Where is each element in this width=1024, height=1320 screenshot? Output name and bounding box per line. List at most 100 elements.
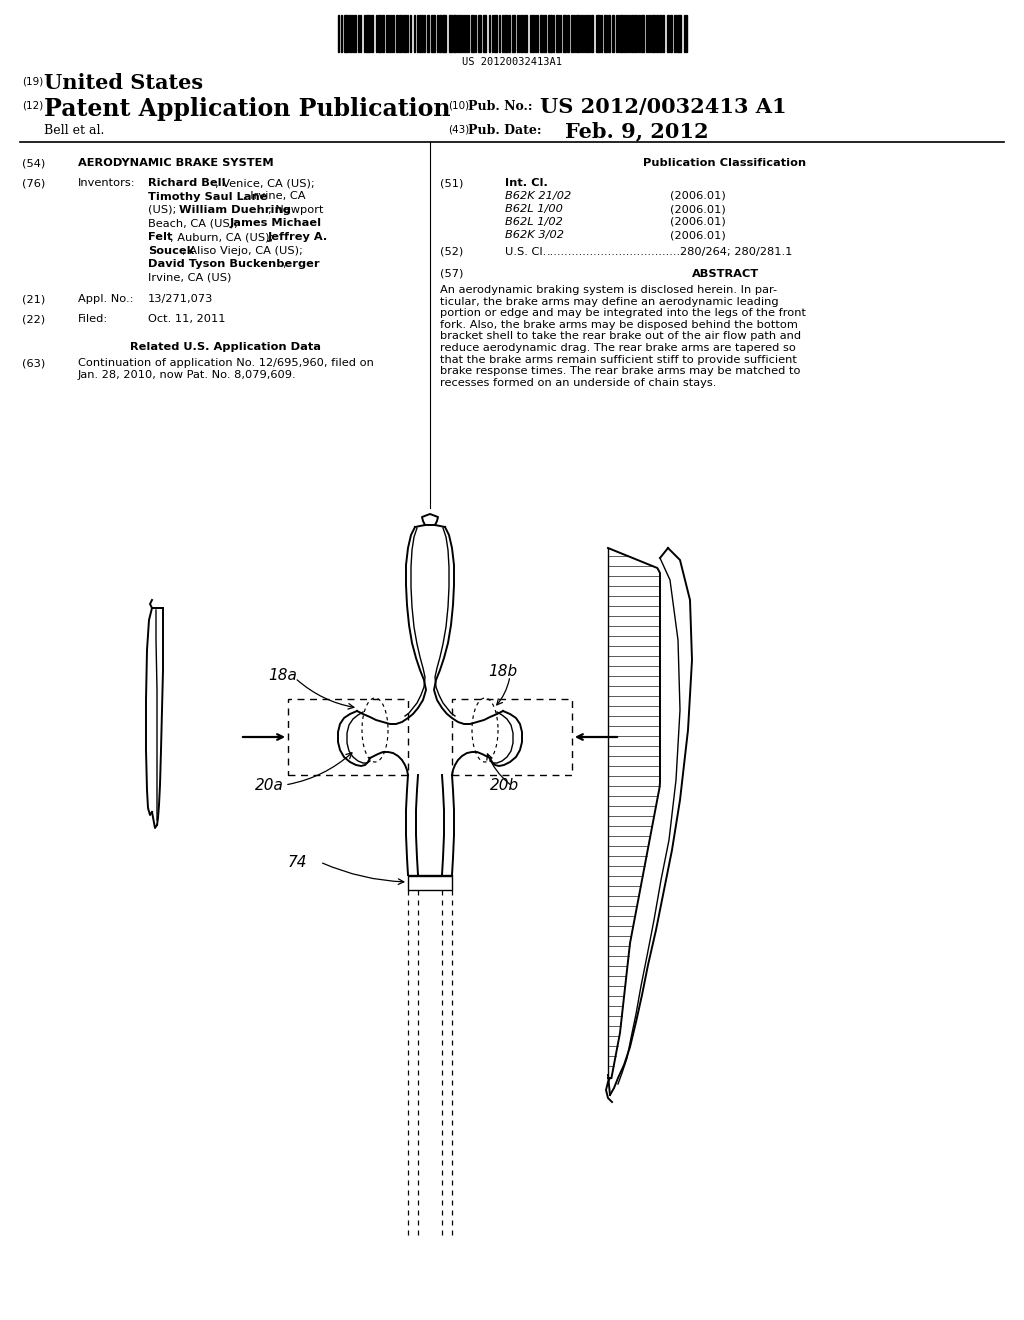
Bar <box>442 15 446 51</box>
Bar <box>288 700 408 775</box>
Bar <box>567 15 569 51</box>
Text: 18b: 18b <box>488 664 517 678</box>
Text: , Irvine, CA: , Irvine, CA <box>244 191 306 202</box>
Bar <box>641 15 644 51</box>
Text: (19): (19) <box>22 77 43 86</box>
Bar <box>378 15 381 51</box>
Text: Soucek: Soucek <box>148 246 195 256</box>
Bar <box>656 15 658 51</box>
Text: B62L 1/02: B62L 1/02 <box>505 216 563 227</box>
Text: William Duehring: William Duehring <box>178 205 291 215</box>
Text: Continuation of application No. 12/695,960, filed on
Jan. 28, 2010, now Pat. No.: Continuation of application No. 12/695,9… <box>78 358 374 380</box>
Bar <box>631 15 633 51</box>
Bar <box>591 15 593 51</box>
Bar <box>408 876 452 890</box>
Text: Irvine, CA (US): Irvine, CA (US) <box>148 272 231 282</box>
Text: (2006.01): (2006.01) <box>670 205 726 214</box>
Text: US 20120032413A1: US 20120032413A1 <box>462 57 562 67</box>
Bar <box>483 15 486 51</box>
Bar <box>532 15 534 51</box>
Text: .....................................: ..................................... <box>547 247 681 257</box>
Text: , Auburn, CA (US);: , Auburn, CA (US); <box>170 232 278 242</box>
Bar <box>548 15 552 51</box>
Bar <box>575 15 579 51</box>
Bar <box>524 15 527 51</box>
Bar <box>349 15 351 51</box>
Bar <box>604 15 607 51</box>
Text: Appl. No.:: Appl. No.: <box>78 294 133 304</box>
Text: An aerodynamic braking system is disclosed herein. In par-
ticular, the brake ar: An aerodynamic braking system is disclos… <box>440 285 806 388</box>
Bar <box>404 15 406 51</box>
Text: 20b: 20b <box>490 777 519 793</box>
Text: B62L 1/00: B62L 1/00 <box>505 205 563 214</box>
Text: 18a: 18a <box>268 668 297 682</box>
Text: (2006.01): (2006.01) <box>670 191 726 201</box>
Bar <box>399 15 401 51</box>
Text: Int. Cl.: Int. Cl. <box>505 178 548 187</box>
Bar <box>382 15 384 51</box>
Bar <box>427 15 429 51</box>
Text: Felt: Felt <box>148 232 172 242</box>
Bar <box>512 15 515 51</box>
Bar <box>419 15 421 51</box>
Bar <box>449 15 452 51</box>
Bar <box>677 15 681 51</box>
Text: (63): (63) <box>22 358 45 368</box>
Bar <box>371 15 373 51</box>
Bar <box>652 15 655 51</box>
Text: (76): (76) <box>22 178 45 187</box>
Text: (21): (21) <box>22 294 45 304</box>
Bar <box>439 15 441 51</box>
Bar <box>544 15 546 51</box>
Text: (52): (52) <box>440 247 463 257</box>
Text: Inventors:: Inventors: <box>78 178 135 187</box>
Text: Feb. 9, 2012: Feb. 9, 2012 <box>565 121 709 141</box>
Bar <box>431 15 435 51</box>
Bar <box>571 15 573 51</box>
Text: 74: 74 <box>288 855 307 870</box>
Bar <box>608 15 610 51</box>
Text: (2006.01): (2006.01) <box>670 230 726 240</box>
Text: (22): (22) <box>22 314 45 323</box>
Text: (12): (12) <box>22 100 43 110</box>
Text: 20a: 20a <box>255 777 284 793</box>
Text: (57): (57) <box>440 269 464 279</box>
Bar <box>396 15 398 51</box>
Text: Richard Bell: Richard Bell <box>148 178 225 187</box>
Text: Jeffrey A.: Jeffrey A. <box>267 232 328 242</box>
Bar <box>521 15 523 51</box>
Text: Patent Application Publication: Patent Application Publication <box>44 96 451 121</box>
Bar <box>366 15 370 51</box>
Bar <box>508 15 510 51</box>
Text: (2006.01): (2006.01) <box>670 216 726 227</box>
Bar <box>670 15 672 51</box>
Text: , Newport: , Newport <box>268 205 324 215</box>
Text: 280/264; 280/281.1: 280/264; 280/281.1 <box>680 247 793 257</box>
Bar <box>478 15 481 51</box>
Text: 13/271,073: 13/271,073 <box>148 294 213 304</box>
Bar <box>634 15 636 51</box>
Text: James Michael: James Michael <box>229 219 322 228</box>
Bar <box>662 15 664 51</box>
Text: (51): (51) <box>440 178 464 187</box>
Text: United States: United States <box>44 73 203 92</box>
Bar <box>667 15 669 51</box>
Text: (US);: (US); <box>148 205 180 215</box>
Bar <box>556 15 559 51</box>
Bar <box>471 15 474 51</box>
Text: Bell et al.: Bell et al. <box>44 124 104 137</box>
Bar <box>596 15 600 51</box>
Text: (10): (10) <box>449 100 469 110</box>
Text: ,: , <box>283 259 286 269</box>
Text: B62K 21/02: B62K 21/02 <box>505 191 571 201</box>
Bar <box>540 15 543 51</box>
Text: US 2012/0032413 A1: US 2012/0032413 A1 <box>540 96 786 117</box>
Bar <box>674 15 676 51</box>
Bar <box>453 15 456 51</box>
Bar <box>620 15 623 51</box>
Bar <box>459 15 461 51</box>
Text: David Tyson Buckenberger: David Tyson Buckenberger <box>148 259 319 269</box>
Bar <box>624 15 626 51</box>
Text: (43): (43) <box>449 124 469 135</box>
Text: (54): (54) <box>22 158 45 168</box>
